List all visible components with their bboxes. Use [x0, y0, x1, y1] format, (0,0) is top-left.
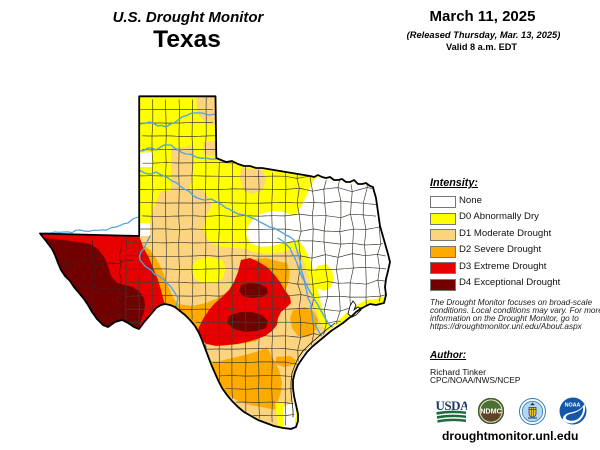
- svg-text:NOAA: NOAA: [565, 403, 581, 409]
- svg-text:NDMC: NDMC: [480, 407, 502, 416]
- svg-text:USDA: USDA: [436, 400, 467, 413]
